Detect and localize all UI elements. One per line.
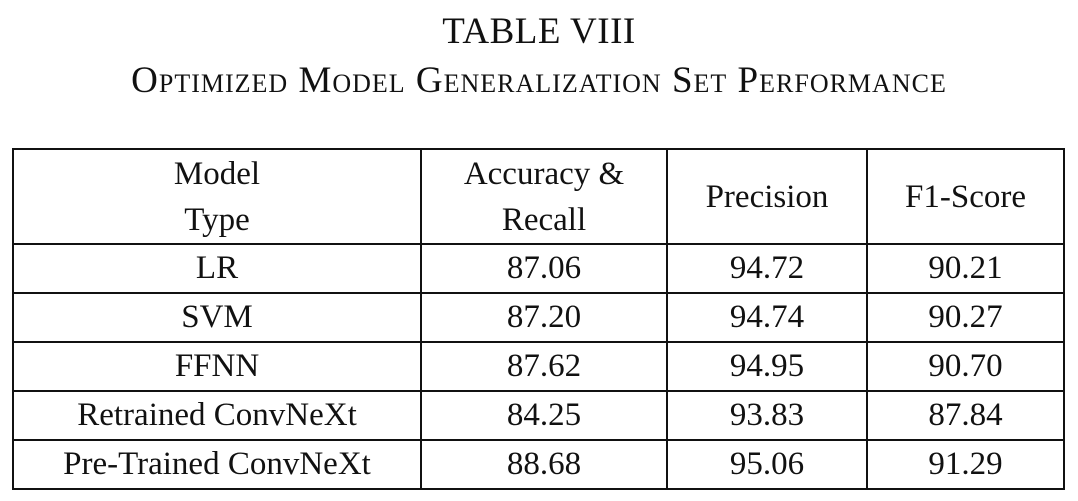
header-precision: Precision: [666, 148, 868, 245]
header-accuracy-recall-line1: Accuracy &: [463, 155, 625, 192]
cell-f1-score: 90.70: [866, 341, 1065, 392]
table-body: LR 87.06 94.72 90.21 SVM 87.20 94.74 90.…: [12, 243, 1065, 490]
cell-precision: 94.72: [666, 243, 868, 294]
header-model-type-line2: Type: [184, 201, 250, 238]
cell-f1-score: 90.27: [866, 292, 1065, 343]
cell-f1-score: 90.21: [866, 243, 1065, 294]
cell-precision: 94.95: [666, 341, 868, 392]
cell-accuracy-recall: 84.25: [420, 390, 668, 441]
cell-precision: 95.06: [666, 439, 868, 490]
cell-f1-score: 87.84: [866, 390, 1065, 441]
table-row: LR 87.06 94.72 90.21: [12, 243, 1065, 294]
table-row: Pre-Trained ConvNeXt 88.68 95.06 91.29: [12, 439, 1065, 490]
header-row: Model Type Accuracy & Recall Precision F…: [12, 148, 1065, 245]
header-f1-score: F1-Score: [866, 148, 1065, 245]
header-model-type-line1: Model: [173, 155, 261, 192]
results-table: Model Type Accuracy & Recall Precision F…: [12, 148, 1065, 490]
table-title: Optimized Model Generalization Set Perfo…: [131, 60, 947, 101]
cell-accuracy-recall: 87.06: [420, 243, 668, 294]
cell-f1-score: 91.29: [866, 439, 1065, 490]
cell-accuracy-recall: 88.68: [420, 439, 668, 490]
cell-model: SVM: [12, 292, 422, 343]
cell-precision: 94.74: [666, 292, 868, 343]
cell-precision: 93.83: [666, 390, 868, 441]
cell-model: FFNN: [12, 341, 422, 392]
cell-model: Retrained ConvNeXt: [12, 390, 422, 441]
cell-model: LR: [12, 243, 422, 294]
cell-accuracy-recall: 87.62: [420, 341, 668, 392]
header-accuracy-recall-line2: Recall: [501, 201, 587, 238]
header-model-type: Model Type: [12, 148, 422, 245]
cell-model: Pre-Trained ConvNeXt: [12, 439, 422, 490]
table-number: TABLE VIII: [442, 11, 636, 52]
table-row: FFNN 87.62 94.95 90.70: [12, 341, 1065, 392]
header-accuracy-recall: Accuracy & Recall: [420, 148, 668, 245]
table-header: Model Type Accuracy & Recall Precision F…: [12, 148, 1065, 245]
table-row: SVM 87.20 94.74 90.27: [12, 292, 1065, 343]
table-row: Retrained ConvNeXt 84.25 93.83 87.84: [12, 390, 1065, 441]
cell-accuracy-recall: 87.20: [420, 292, 668, 343]
